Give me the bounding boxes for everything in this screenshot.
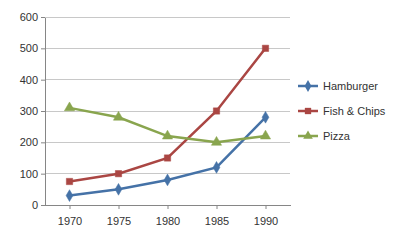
series-marker	[162, 130, 172, 139]
legend-item: Pizza	[298, 130, 351, 142]
legend-marker	[303, 130, 313, 138]
plot-area: 0 100 200 300 400 500 600 1970 1975 1980 1985 1990	[20, 11, 291, 227]
y-tick-label: 600	[20, 11, 38, 23]
x-tick: 1975	[107, 205, 131, 227]
y-tick-mark	[41, 111, 45, 112]
x-tick-label: 1980	[156, 215, 180, 227]
y-tick-mark	[41, 17, 45, 18]
series-marker	[262, 45, 268, 51]
y-tick: 600	[20, 11, 45, 23]
series-marker	[115, 183, 122, 195]
y-tick: 300	[20, 105, 45, 117]
x-tick-label: 1975	[107, 215, 131, 227]
y-axis-line	[45, 18, 46, 206]
x-axis: 1970 1975 1980 1985 1990	[46, 205, 291, 227]
x-tick-mark	[217, 205, 218, 209]
y-tick-label: 200	[20, 136, 38, 148]
y-axis: 0 100 200 300 400 500 600	[20, 11, 46, 211]
x-tick-label: 1970	[58, 215, 82, 227]
y-tick-label: 100	[20, 168, 38, 180]
x-tick-label: 1990	[254, 215, 278, 227]
legend-label: Fish & Chips	[323, 105, 386, 117]
legend-label: Pizza	[323, 130, 351, 142]
x-tick: 1970	[58, 205, 82, 227]
series-marker	[113, 111, 123, 120]
series-line	[70, 48, 266, 181]
chart: 0 100 200 300 400 500 600 1970 1975 1980 1985 1990 H…	[0, 0, 400, 244]
legend: Hamburger Fish & Chips Pizza	[298, 80, 386, 142]
x-tick-mark	[70, 205, 71, 209]
grid-line	[45, 79, 290, 80]
x-tick-mark	[119, 205, 120, 209]
x-tick-mark	[266, 205, 267, 209]
series-marker	[64, 102, 74, 111]
series-marker	[66, 178, 72, 184]
series-line	[70, 108, 266, 142]
x-tick-mark	[168, 205, 169, 209]
y-tick-mark	[41, 205, 45, 206]
series-marker	[213, 162, 220, 174]
grid	[45, 17, 290, 205]
series-marker	[164, 155, 170, 161]
series-marker	[262, 111, 269, 123]
y-tick-label: 400	[20, 74, 38, 86]
y-tick-label: 500	[20, 42, 38, 54]
grid-line	[45, 48, 290, 49]
series-marker	[115, 171, 121, 177]
x-tick: 1990	[254, 205, 278, 227]
y-tick-label: 300	[20, 105, 38, 117]
legend-marker	[305, 80, 312, 92]
y-tick-mark	[41, 80, 45, 81]
y-tick-mark	[41, 174, 45, 175]
series-marker	[260, 130, 270, 139]
x-tick: 1985	[205, 205, 229, 227]
x-tick-label: 1985	[205, 215, 229, 227]
series-marker	[213, 108, 219, 114]
y-tick: 0	[32, 199, 45, 211]
y-tick: 200	[20, 136, 45, 148]
y-tick: 100	[20, 168, 45, 180]
legend-item: Fish & Chips	[298, 105, 386, 117]
y-tick: 400	[20, 74, 45, 86]
y-tick-mark	[41, 48, 45, 49]
y-tick-label: 0	[32, 199, 38, 211]
legend-item: Hamburger	[298, 80, 378, 92]
series-marker	[66, 190, 73, 202]
series-group	[64, 45, 270, 201]
series-marker	[164, 174, 171, 186]
grid-line	[45, 142, 290, 143]
series-marker	[211, 136, 221, 145]
y-tick: 500	[20, 42, 45, 54]
x-tick: 1980	[156, 205, 180, 227]
grid-line	[45, 17, 290, 18]
legend-marker	[305, 108, 311, 114]
legend-label: Hamburger	[323, 80, 378, 92]
series-line	[70, 117, 266, 195]
y-tick-mark	[41, 142, 45, 143]
